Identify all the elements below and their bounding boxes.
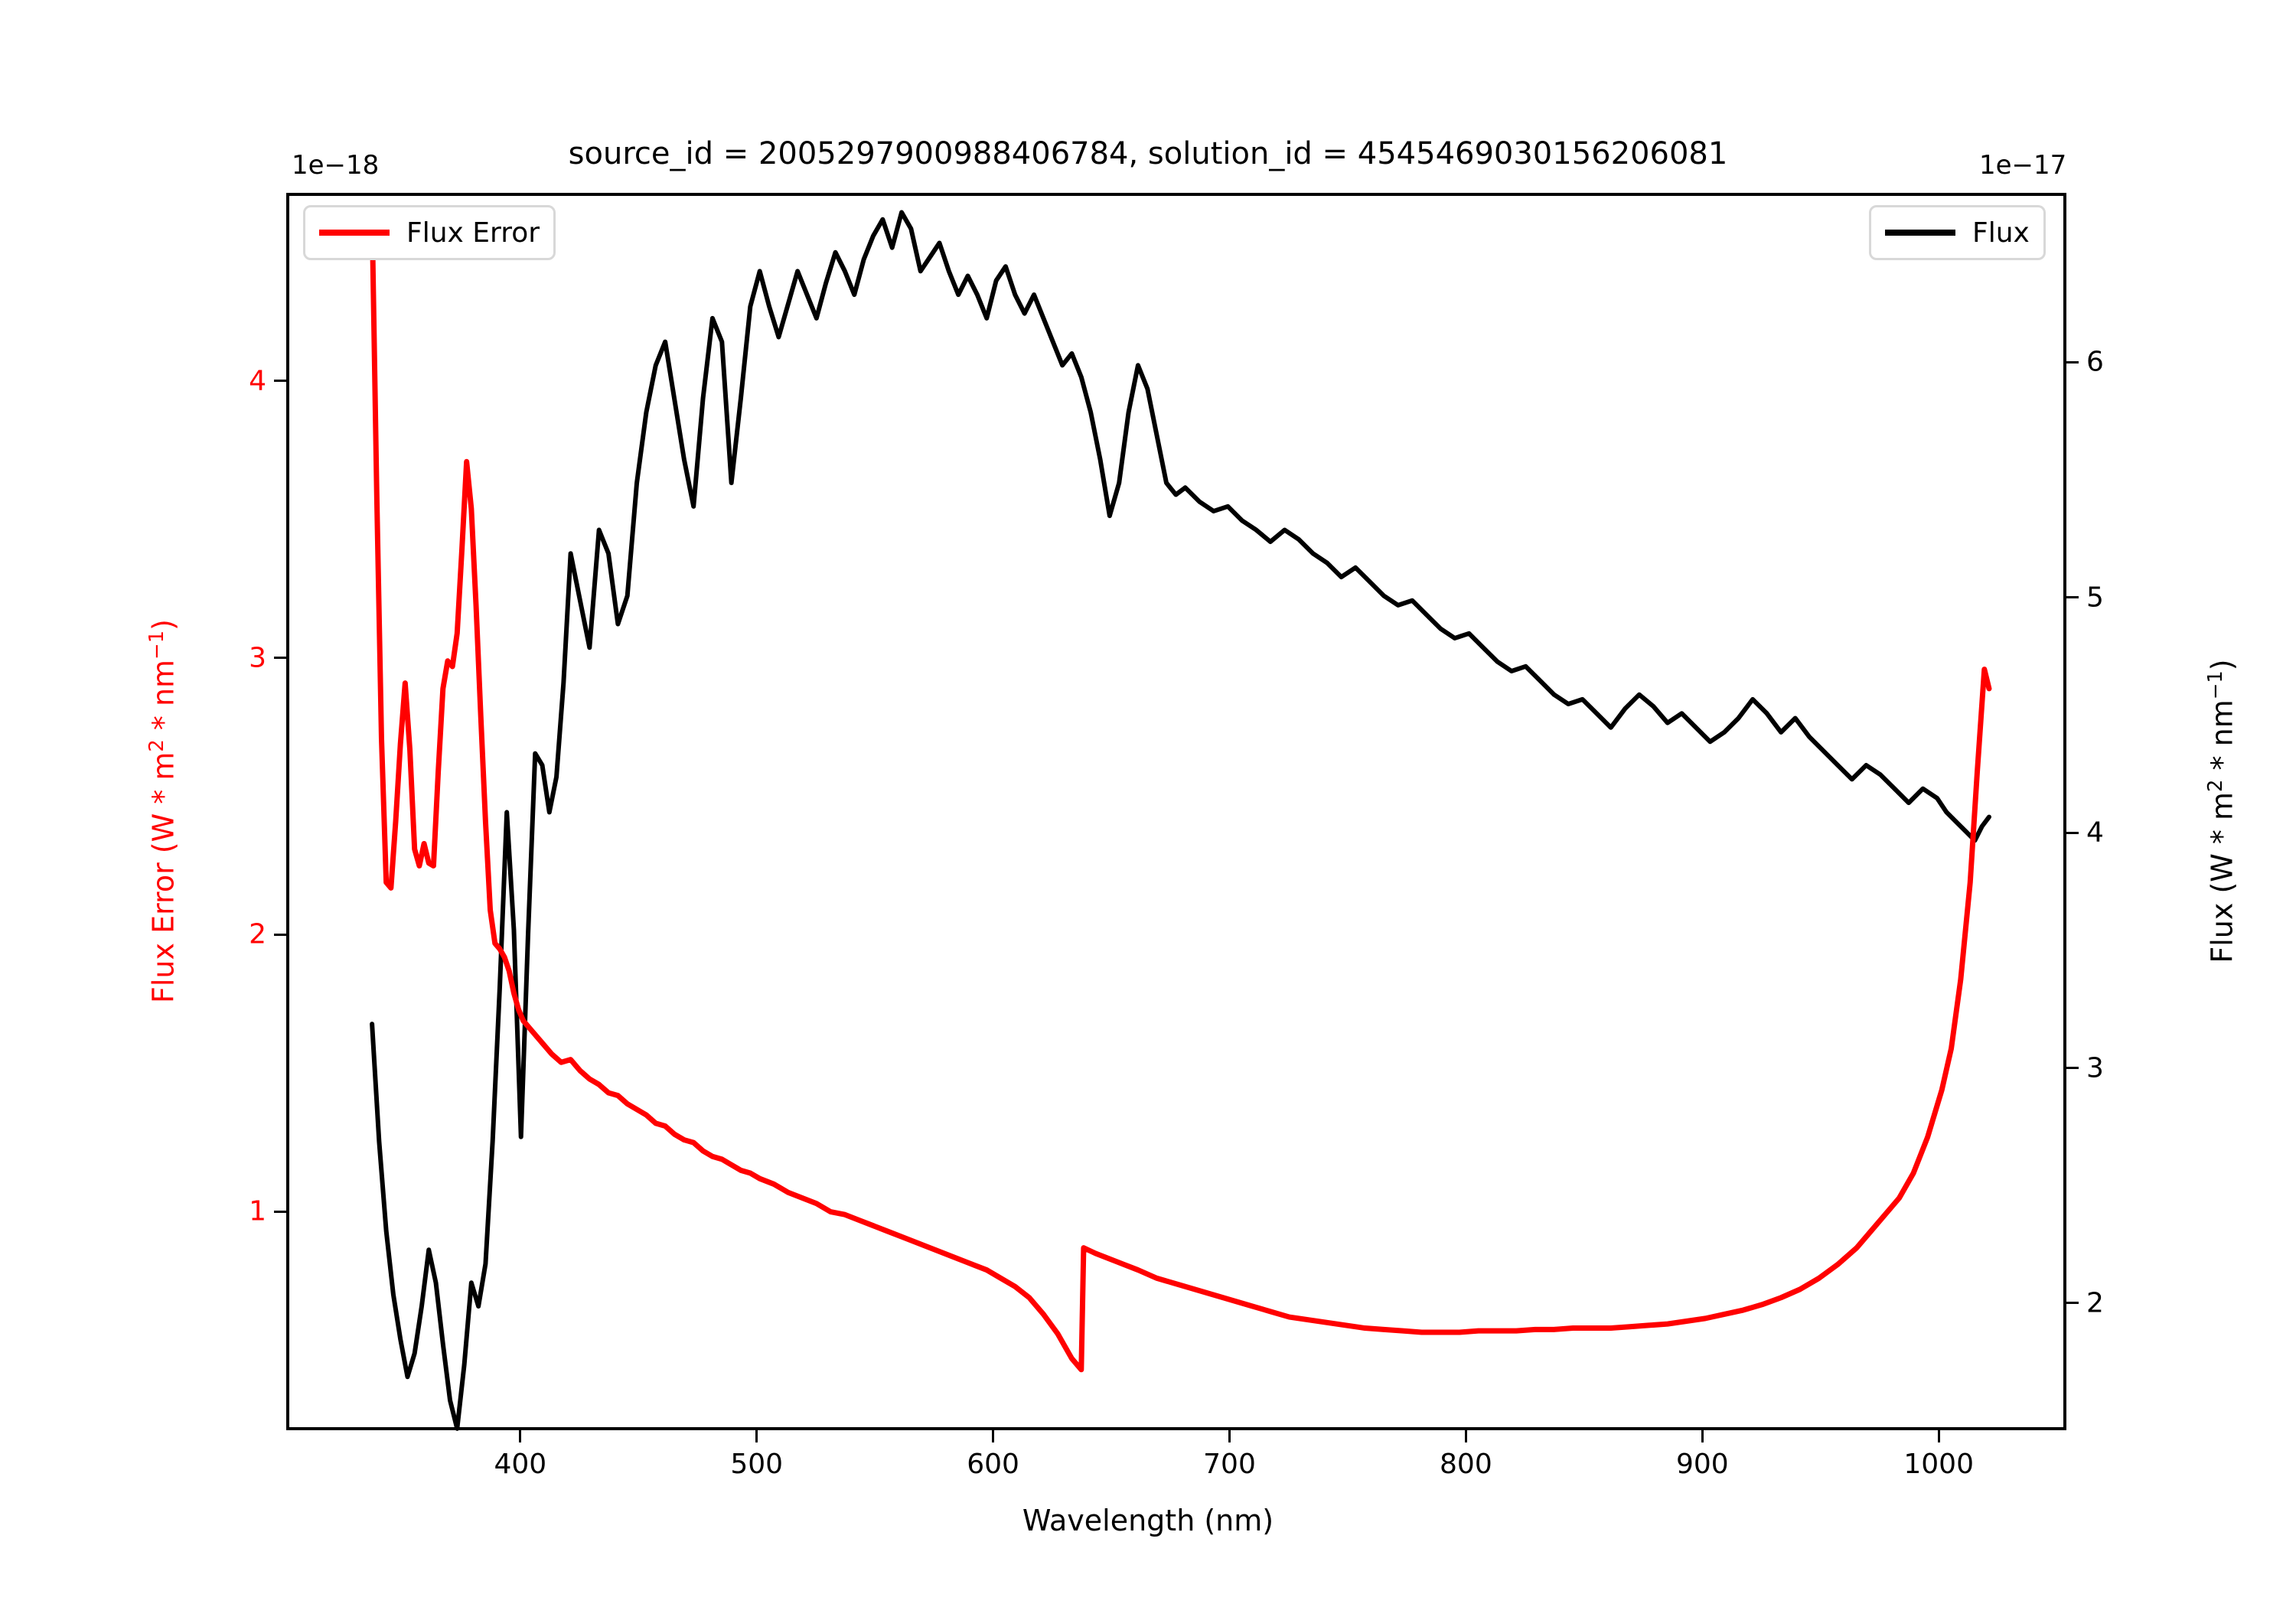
right-y-tick-label-2: 2 xyxy=(2086,1287,2104,1319)
right-y-tick-label-3: 3 xyxy=(2086,1052,2104,1084)
legend-line-swatch-black xyxy=(1885,230,1955,236)
x-tick-label-900: 900 xyxy=(1675,1449,1729,1480)
left-y-tick-mark-3 xyxy=(274,657,286,660)
left-y-axis-label: Flux Error (W * m2 * nm−1) xyxy=(145,619,181,1003)
x-tick-label-600: 600 xyxy=(967,1449,1019,1480)
x-tick-mark-500 xyxy=(755,1430,758,1442)
x-tick-label-500: 500 xyxy=(730,1449,784,1480)
flux-error-line xyxy=(369,210,1992,1373)
x-tick-mark-900 xyxy=(1701,1430,1704,1442)
right-axis-offset-label: 1e−17 xyxy=(1979,150,2067,181)
legend-flux-error[interactable]: Flux Error xyxy=(303,205,556,260)
right-y-tick-mark-3 xyxy=(2066,1067,2079,1070)
flux-line xyxy=(370,210,1991,1431)
plot-svg xyxy=(369,210,1992,1431)
right-y-tick-label-5: 5 xyxy=(2086,582,2104,614)
legend-line-swatch-red xyxy=(319,230,390,236)
right-y-tick-mark-6 xyxy=(2066,360,2079,363)
left-y-tick-label-3: 3 xyxy=(249,642,266,674)
left-y-tick-label-2: 2 xyxy=(249,918,266,950)
right-y-axis-label: Flux (W * m2 * nm−1) xyxy=(2204,659,2239,963)
x-tick-label-800: 800 xyxy=(1440,1449,1492,1480)
chart-title: source_id = 2005297900988406784, solutio… xyxy=(568,136,1728,171)
legend-label-flux-error: Flux Error xyxy=(406,217,540,249)
left-y-tick-mark-4 xyxy=(274,380,286,383)
right-y-tick-mark-4 xyxy=(2066,831,2079,834)
x-tick-mark-700 xyxy=(1228,1430,1231,1442)
x-tick-mark-800 xyxy=(1464,1430,1467,1442)
right-y-tick-mark-2 xyxy=(2066,1302,2079,1305)
right-y-tick-mark-5 xyxy=(2066,596,2079,599)
right-y-tick-label-4: 4 xyxy=(2086,817,2104,849)
legend-label-flux: Flux xyxy=(1972,217,2030,249)
left-y-tick-mark-1 xyxy=(274,1210,286,1213)
x-tick-label-400: 400 xyxy=(494,1449,547,1480)
legend-flux[interactable]: Flux xyxy=(1869,205,2046,260)
x-axis-label: Wavelength (nm) xyxy=(1022,1504,1274,1537)
x-tick-mark-600 xyxy=(992,1430,995,1442)
plot-area xyxy=(286,193,2066,1431)
left-y-tick-label-4: 4 xyxy=(249,365,266,397)
x-tick-label-1000: 1000 xyxy=(1903,1449,1974,1480)
left-axis-offset-label: 1e−18 xyxy=(292,150,380,181)
left-y-tick-label-1: 1 xyxy=(249,1195,266,1227)
x-tick-label-700: 700 xyxy=(1203,1449,1256,1480)
x-tick-mark-1000 xyxy=(1937,1430,1940,1442)
left-y-tick-mark-2 xyxy=(274,933,286,936)
right-y-tick-label-6: 6 xyxy=(2086,346,2104,378)
x-tick-mark-400 xyxy=(519,1430,522,1442)
